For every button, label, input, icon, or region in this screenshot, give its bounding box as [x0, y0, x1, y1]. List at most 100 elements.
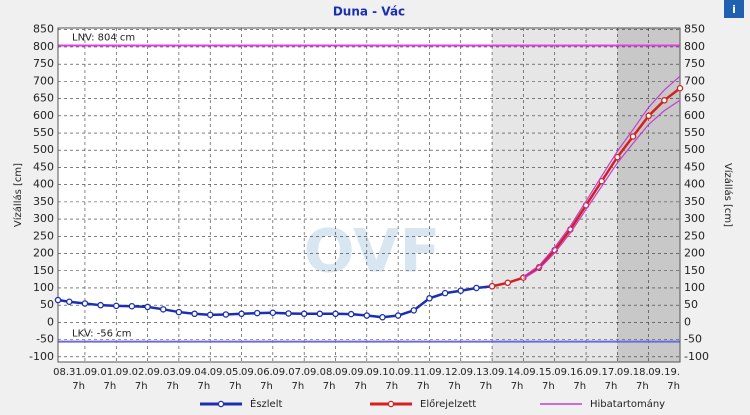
y2-tick-label: 300 [684, 212, 705, 225]
x-tick-hour: 7h [667, 381, 680, 392]
y2-tick-label: 50 [684, 298, 698, 311]
x-tick-label: 09.03. [147, 367, 179, 378]
x-tick-hour: 7h [542, 381, 555, 392]
x-tick-label: 09.06. [241, 367, 273, 378]
x-tick-label: 09.08. [304, 367, 336, 378]
point [332, 310, 339, 318]
point [206, 311, 214, 319]
y2-tick-label: 800 [684, 40, 705, 53]
point [347, 310, 355, 318]
point [614, 153, 621, 161]
info-icon-text[interactable]: i [732, 3, 736, 16]
y-tick-label: 300 [33, 212, 54, 225]
point [316, 310, 324, 318]
point [300, 310, 308, 318]
y2-tick-label: 250 [684, 229, 705, 242]
y-tick-label: 350 [33, 195, 54, 208]
y-tick-label: 50 [40, 298, 54, 311]
y2-tick-label: 450 [684, 160, 705, 173]
point [238, 310, 245, 318]
point [441, 289, 449, 297]
x-tick-label: 09.02. [116, 367, 148, 378]
y-tick-label: 450 [33, 160, 54, 173]
point [410, 307, 418, 314]
y-tick-label: 650 [33, 92, 54, 105]
x-tick-hour: 7h [260, 381, 273, 392]
point [54, 296, 62, 304]
x-tick-hour: 7h [417, 381, 430, 392]
x-tick-label: 09.01. [84, 367, 116, 378]
y-tick-label: 150 [33, 264, 54, 277]
x-tick-label: 08.31. [53, 367, 85, 378]
legend-label: Előrejelzett [420, 398, 476, 410]
legend-label: Észlelt [250, 397, 282, 410]
y2-tick-label: 650 [684, 92, 705, 105]
point [81, 300, 89, 307]
x-tick-label: 09.07. [272, 367, 304, 378]
point [97, 301, 104, 309]
point [473, 284, 480, 292]
x-tick-hour: 7h [104, 381, 117, 392]
x-tick-label: 09.11. [398, 367, 430, 378]
y-tick-label: 700 [33, 74, 54, 87]
y2-tick-label: 350 [684, 195, 705, 208]
point [676, 85, 684, 92]
x-tick-label: 09.17. [586, 367, 618, 378]
point [113, 302, 120, 310]
point [222, 311, 230, 318]
x-tick-hour: 7h [323, 381, 336, 392]
x-tick-hour: 7h [448, 381, 461, 392]
legend-marker [217, 400, 225, 408]
point [661, 97, 668, 104]
x-tick-hour: 7h [198, 381, 211, 392]
x-tick-label: 09.09. [335, 367, 367, 378]
point [285, 310, 292, 317]
y-tick-label: 550 [33, 126, 54, 139]
y2-tick-label: 750 [684, 57, 705, 70]
y-tick-label: 500 [33, 143, 54, 156]
point [191, 310, 198, 318]
point [66, 298, 73, 305]
point [504, 279, 511, 287]
y2-tick-label: 600 [684, 109, 705, 122]
y-tick-label: 0 [47, 315, 54, 328]
x-tick-label: 09.13. [460, 367, 492, 378]
y2-tick-label: -100 [684, 350, 709, 363]
y2-tick-label: 550 [684, 126, 705, 139]
point [269, 309, 277, 317]
threshold-label: LKV: -56 cm [72, 329, 131, 340]
point [175, 308, 183, 316]
x-tick-hour: 7h [291, 381, 304, 392]
point [363, 312, 371, 319]
info-icon[interactable] [724, 0, 744, 18]
legend-marker [387, 400, 395, 408]
y-tick-label: 400 [33, 178, 54, 191]
plot-border [57, 27, 681, 363]
point [488, 282, 496, 290]
x-tick-hour: 7h [72, 381, 85, 392]
point [457, 287, 465, 294]
y-tick-label: -50 [36, 333, 54, 346]
x-tick-hour: 7h [354, 381, 367, 392]
x-tick-hour: 7h [636, 381, 649, 392]
point [144, 303, 151, 311]
y2-axis-title: Vízállás [cm] [722, 163, 734, 227]
x-tick-label: 09.10. [366, 367, 398, 378]
point [253, 309, 261, 317]
point [379, 313, 386, 321]
y-tick-label: 600 [33, 109, 54, 122]
x-tick-hour: 7h [166, 381, 179, 392]
series-line [523, 75, 681, 278]
y2-tick-label: 0 [684, 315, 691, 328]
x-tick-hour: 7h [573, 381, 586, 392]
y2-tick-label: 100 [684, 281, 705, 294]
y-tick-label: 250 [33, 229, 54, 242]
x-tick-hour: 7h [605, 381, 618, 392]
x-tick-label: 09.16. [554, 367, 586, 378]
chart-title: Duna - Vác [333, 5, 405, 19]
point [426, 295, 433, 302]
y-tick-label: 200 [33, 247, 54, 260]
x-tick-label: 09.05. [210, 367, 242, 378]
x-tick-label: 09.04. [178, 367, 210, 378]
y-tick-label: -100 [29, 350, 54, 363]
